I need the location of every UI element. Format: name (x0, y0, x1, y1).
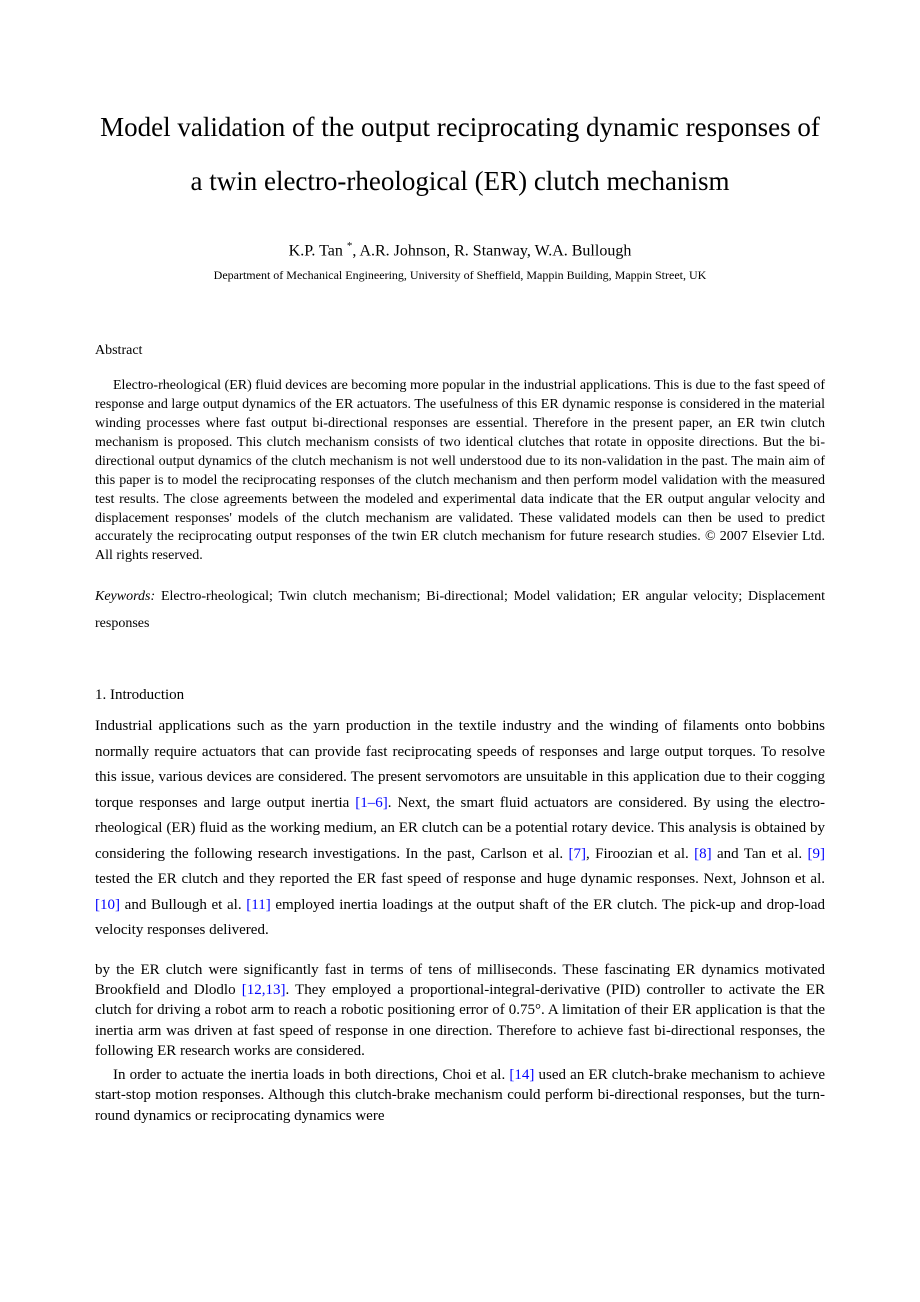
citation-link-11[interactable]: [11] (246, 897, 270, 913)
citation-link-1-6[interactable]: [1–6] (355, 795, 388, 811)
citation-link-10[interactable]: [10] (95, 897, 120, 913)
p1-text-6: and Bullough et al. (120, 897, 246, 913)
author-text-suffix: , A.R. Johnson, R. Stanway, W.A. Bulloug… (352, 242, 631, 259)
authors-line: K.P. Tan *, A.R. Johnson, R. Stanway, W.… (95, 240, 825, 260)
citation-link-12-13[interactable]: [12,13] (242, 982, 286, 998)
affiliation-text: Department of Mechanical Engineering, Un… (95, 268, 825, 283)
citation-link-7[interactable]: [7] (569, 846, 587, 862)
keywords-content: Electro-rheological; Twin clutch mechani… (95, 589, 825, 631)
p1-text-5: tested the ER clutch and they reported t… (95, 871, 825, 887)
author-text-prefix: K.P. Tan (289, 242, 347, 259)
keywords-label: Keywords: (95, 589, 155, 604)
citation-link-9[interactable]: [9] (808, 846, 826, 862)
citation-link-8[interactable]: [8] (694, 846, 712, 862)
abstract-heading: Abstract (95, 343, 825, 359)
section-1-heading: 1. Introduction (95, 687, 825, 704)
intro-paragraph-1: Industrial applications such as the yarn… (95, 714, 825, 944)
p1-text-3: , Firoozian et al. (586, 846, 694, 862)
keywords-section: Keywords: Electro-rheological; Twin clut… (95, 584, 825, 637)
intro-paragraph-3: In order to actuate the inertia loads in… (95, 1065, 825, 1126)
p1-text-4: and Tan et al. (712, 846, 808, 862)
paper-title: Model validation of the output reciproca… (95, 100, 825, 208)
citation-link-14[interactable]: [14] (509, 1067, 534, 1083)
p3-text-1: In order to actuate the inertia loads in… (113, 1067, 509, 1083)
abstract-paragraph: Electro-rheological (ER) fluid devices a… (95, 377, 825, 566)
abstract-content: Electro-rheological (ER) fluid devices a… (95, 378, 825, 563)
intro-paragraph-2: by the ER clutch were significantly fast… (95, 960, 825, 1061)
